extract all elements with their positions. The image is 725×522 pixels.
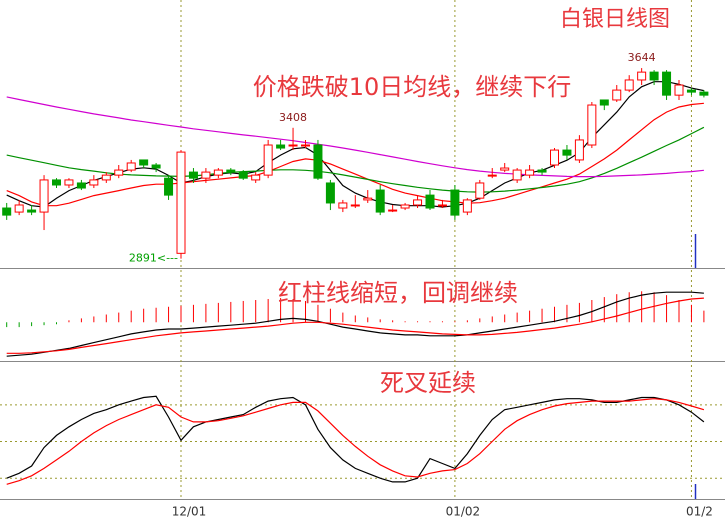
candle-body (587, 104, 597, 146)
chart-title: 白银日线图 (560, 7, 670, 32)
candle-body (637, 71, 647, 81)
candle-body (413, 199, 423, 206)
indicator-line (6, 291, 704, 357)
candle-body (64, 179, 74, 186)
candle-body (562, 149, 572, 156)
high-label: 3644 (628, 51, 656, 64)
high-label: 3408 (279, 111, 307, 124)
candle-body (188, 171, 198, 179)
candle-body (487, 174, 497, 177)
candle-body (425, 194, 435, 209)
candle-body (574, 139, 584, 161)
candle-body (89, 179, 99, 186)
annotation: 价格跌破10日均线，继续下行 (253, 73, 572, 101)
candle-body (686, 89, 696, 93)
candle-body (612, 89, 622, 101)
candle-body (126, 162, 136, 171)
candle-body (388, 209, 398, 212)
indicator-line (6, 395, 705, 483)
candle-body (301, 144, 310, 147)
candle-body (450, 189, 460, 216)
candle-body (662, 71, 672, 96)
indicator-line (6, 398, 705, 485)
annotation: 红柱线缩短，回调继续 (278, 279, 518, 307)
candle-body (101, 174, 111, 181)
candle-body (226, 169, 236, 173)
candle-body (338, 202, 348, 209)
candle-body (400, 204, 410, 209)
candle-body (699, 91, 709, 96)
candle-body (462, 199, 472, 213)
candle-body (263, 144, 273, 176)
candle-body (76, 182, 86, 189)
candle-body (276, 144, 286, 149)
candle-body (500, 167, 510, 171)
candle-body (649, 71, 659, 81)
candle-body (213, 169, 223, 176)
candle-body (201, 171, 211, 179)
candle-body (599, 99, 609, 106)
candle-body (624, 79, 634, 91)
x-tick-label: 01/02 (446, 505, 481, 519)
candle-body (537, 169, 547, 173)
indicator-line (6, 297, 704, 354)
candle-body (238, 171, 248, 179)
candle-body (363, 197, 373, 201)
candle-body (2, 207, 12, 216)
candle-body (512, 169, 522, 181)
candle-body (313, 144, 323, 179)
candle-body (151, 164, 161, 169)
low-label: 2891<--- (129, 252, 178, 265)
candle-body (350, 204, 360, 207)
candle-body (375, 189, 385, 213)
candle-body (251, 174, 261, 181)
candle-body (27, 209, 37, 213)
candle-body (52, 179, 61, 186)
candle-body (525, 169, 535, 176)
x-tick-label: 12/01 (172, 505, 207, 519)
annotation: 死叉延续 (380, 369, 476, 397)
candle-body (550, 149, 559, 166)
candle-body (325, 182, 335, 204)
candle-body (114, 169, 124, 176)
indicator-line (6, 102, 704, 207)
candle-body (164, 177, 174, 196)
indicator-line (6, 96, 704, 178)
candle-body (288, 144, 298, 147)
candle-body (475, 182, 485, 199)
candle-body (139, 159, 149, 166)
candle-body (39, 179, 49, 213)
candle-body (437, 204, 447, 207)
candle-body (176, 151, 186, 254)
x-tick-label: 01/2 (686, 505, 713, 519)
candle-body (14, 204, 24, 213)
candle-body (674, 84, 684, 96)
